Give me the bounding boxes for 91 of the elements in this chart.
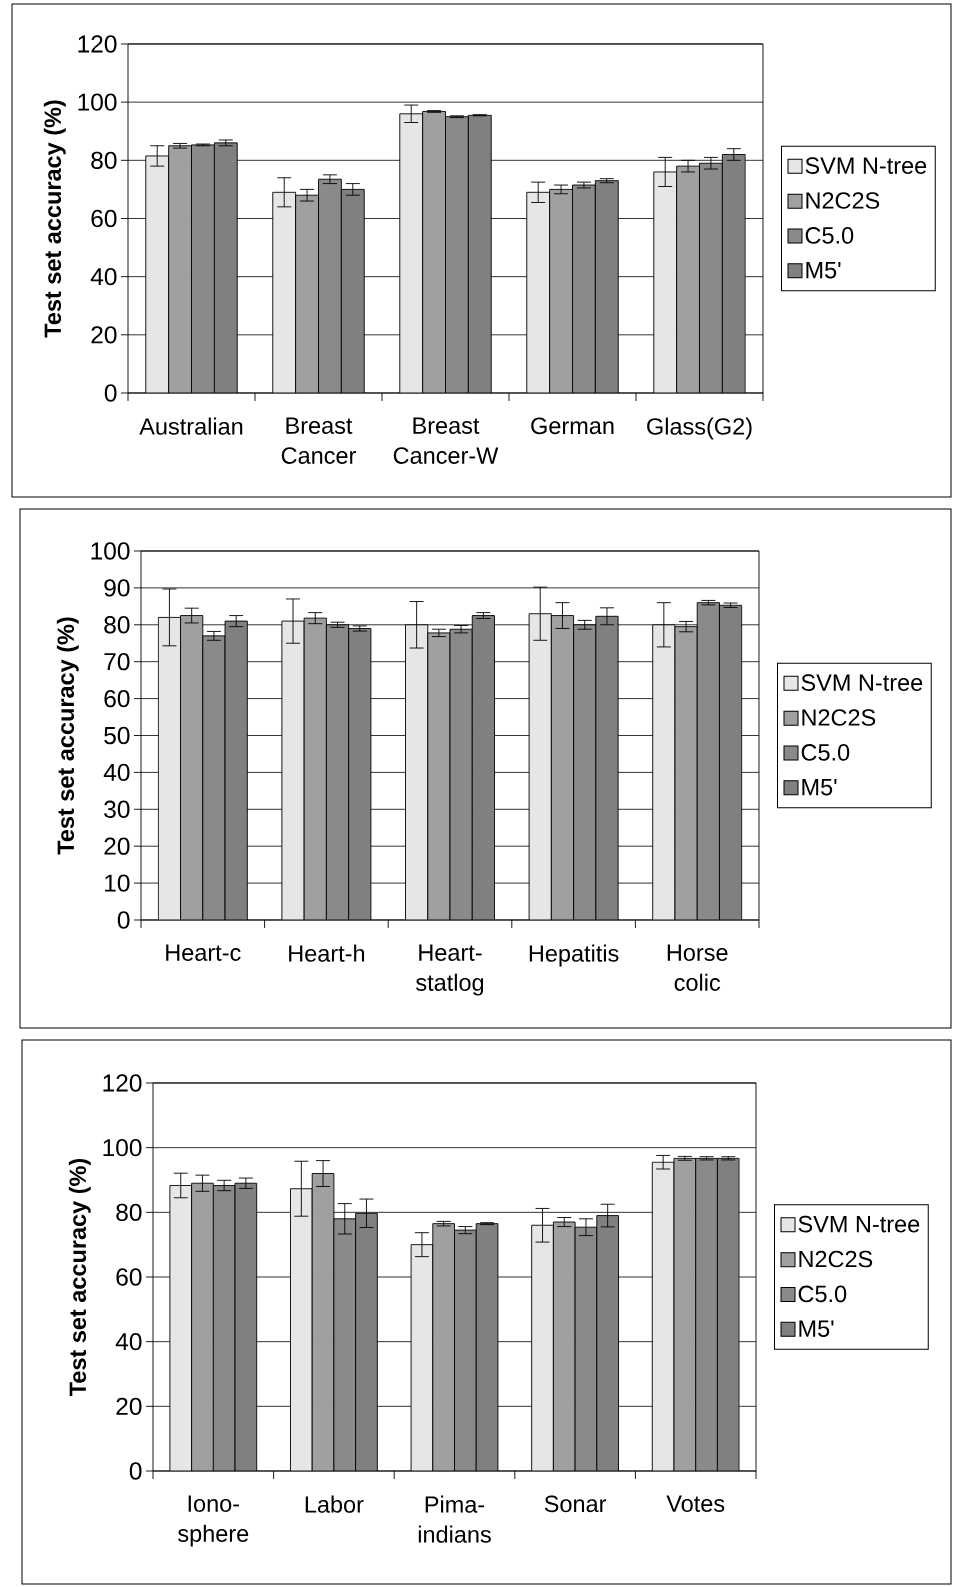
- x-tick-label: Horse colic: [667, 944, 728, 991]
- bar: [295, 194, 319, 393]
- y-tick-label: 70: [104, 653, 130, 671]
- y-tick-label: 80: [91, 151, 117, 169]
- x-tick-label: German: [531, 417, 614, 435]
- bar: [191, 1182, 214, 1471]
- x-tick-label: Heart-c: [166, 944, 241, 961]
- x-tick-label: Heart-statlog: [416, 944, 484, 996]
- bar: [168, 145, 192, 393]
- y-tick-label: 50: [104, 726, 130, 745]
- x-tick-label: Sonar: [544, 1495, 607, 1513]
- y-tick-label: 120: [103, 1074, 142, 1092]
- x-tick-label: Heart-h: [289, 944, 365, 962]
- bar: [303, 617, 327, 920]
- y-tick-label: 100: [103, 1138, 142, 1157]
- x-tick-label: Iono-sphere: [178, 1495, 249, 1547]
- bar: [653, 171, 678, 393]
- legend-label: M5': [806, 262, 841, 279]
- x-tick-label: Breast Cancer-W: [393, 417, 499, 464]
- bar: [157, 616, 181, 920]
- x-tick-label: Breast Cancer: [281, 417, 356, 464]
- legend-label: SVM N-tree: [805, 157, 927, 174]
- bar: [290, 1188, 313, 1471]
- legend-label: C5.0: [801, 744, 850, 761]
- bar: [550, 615, 575, 920]
- y-tick-label: 90: [104, 579, 130, 597]
- y-tick-label: 120: [78, 35, 117, 53]
- bar: [180, 615, 204, 920]
- bar: [595, 615, 619, 920]
- bar: [224, 620, 248, 920]
- legend-label: N2C2S: [799, 1250, 873, 1268]
- y-axis-title: Test set accuracy (%): [68, 1158, 91, 1397]
- legend-label: N2C2S: [802, 709, 876, 726]
- x-tick-label: Pima-indians: [418, 1495, 491, 1543]
- bar: [234, 1182, 258, 1471]
- x-tick-label: Australian: [139, 417, 243, 435]
- x-tick-label: Hepatitis: [529, 944, 619, 967]
- y-tick-label: 20: [116, 1397, 142, 1415]
- y-tick-label: 40: [115, 1332, 142, 1351]
- y-tick-label: 0: [129, 1462, 142, 1480]
- bar: [427, 632, 451, 920]
- y-tick-label: 100: [78, 93, 117, 111]
- x-tick-label: Votes: [666, 1495, 725, 1512]
- y-tick-label: 10: [105, 874, 130, 892]
- bar: [202, 635, 226, 920]
- y-tick-label: 60: [104, 689, 130, 708]
- bar: [422, 111, 446, 393]
- bar: [673, 1157, 697, 1471]
- y-tick-label: 0: [117, 911, 130, 929]
- legend-label: N2C2S: [806, 192, 880, 209]
- y-tick-label: 40: [90, 267, 117, 286]
- x-tick-label: Glass(G2): [647, 417, 752, 440]
- bar: [651, 1161, 675, 1471]
- bar: [399, 113, 424, 393]
- bar: [432, 1223, 455, 1471]
- bar: [531, 1224, 554, 1471]
- y-tick-label: 60: [116, 1268, 142, 1286]
- bar: [169, 1185, 193, 1471]
- legend-label: SVM N-tree: [801, 674, 923, 691]
- bar: [528, 613, 552, 920]
- bar: [552, 1221, 576, 1471]
- bar: [405, 624, 429, 920]
- x-tick-label: Labor: [305, 1495, 364, 1513]
- legend-label: M5': [799, 1320, 834, 1337]
- bar: [652, 624, 676, 920]
- y-tick-label: 80: [116, 1203, 142, 1221]
- bar: [674, 626, 698, 920]
- bar: [410, 1244, 434, 1471]
- y-tick-label: 60: [91, 209, 117, 228]
- bar: [281, 620, 305, 920]
- y-tick-label: 20: [104, 837, 130, 855]
- y-axis-title: Test set accuracy (%): [56, 617, 79, 855]
- legend-label: M5': [802, 779, 837, 796]
- bar: [676, 165, 700, 393]
- y-tick-label: 30: [104, 800, 130, 818]
- legend-label: C5.0: [805, 227, 854, 244]
- legend-label: SVM N-tree: [798, 1215, 920, 1233]
- bar: [212, 1185, 236, 1471]
- y-tick-label: 20: [91, 326, 117, 344]
- y-tick-label: 40: [103, 763, 130, 782]
- y-tick-label: 80: [104, 616, 130, 634]
- y-tick-label: 0: [104, 384, 117, 402]
- bar: [145, 155, 170, 393]
- bar: [526, 191, 551, 393]
- bar: [573, 624, 597, 920]
- legend-label: C5.0: [798, 1285, 847, 1303]
- bar: [549, 188, 573, 393]
- y-tick-label: 100: [91, 542, 130, 560]
- bar: [272, 191, 297, 393]
- bar: [311, 1173, 335, 1471]
- y-axis-title: Test set accuracy (%): [43, 100, 66, 338]
